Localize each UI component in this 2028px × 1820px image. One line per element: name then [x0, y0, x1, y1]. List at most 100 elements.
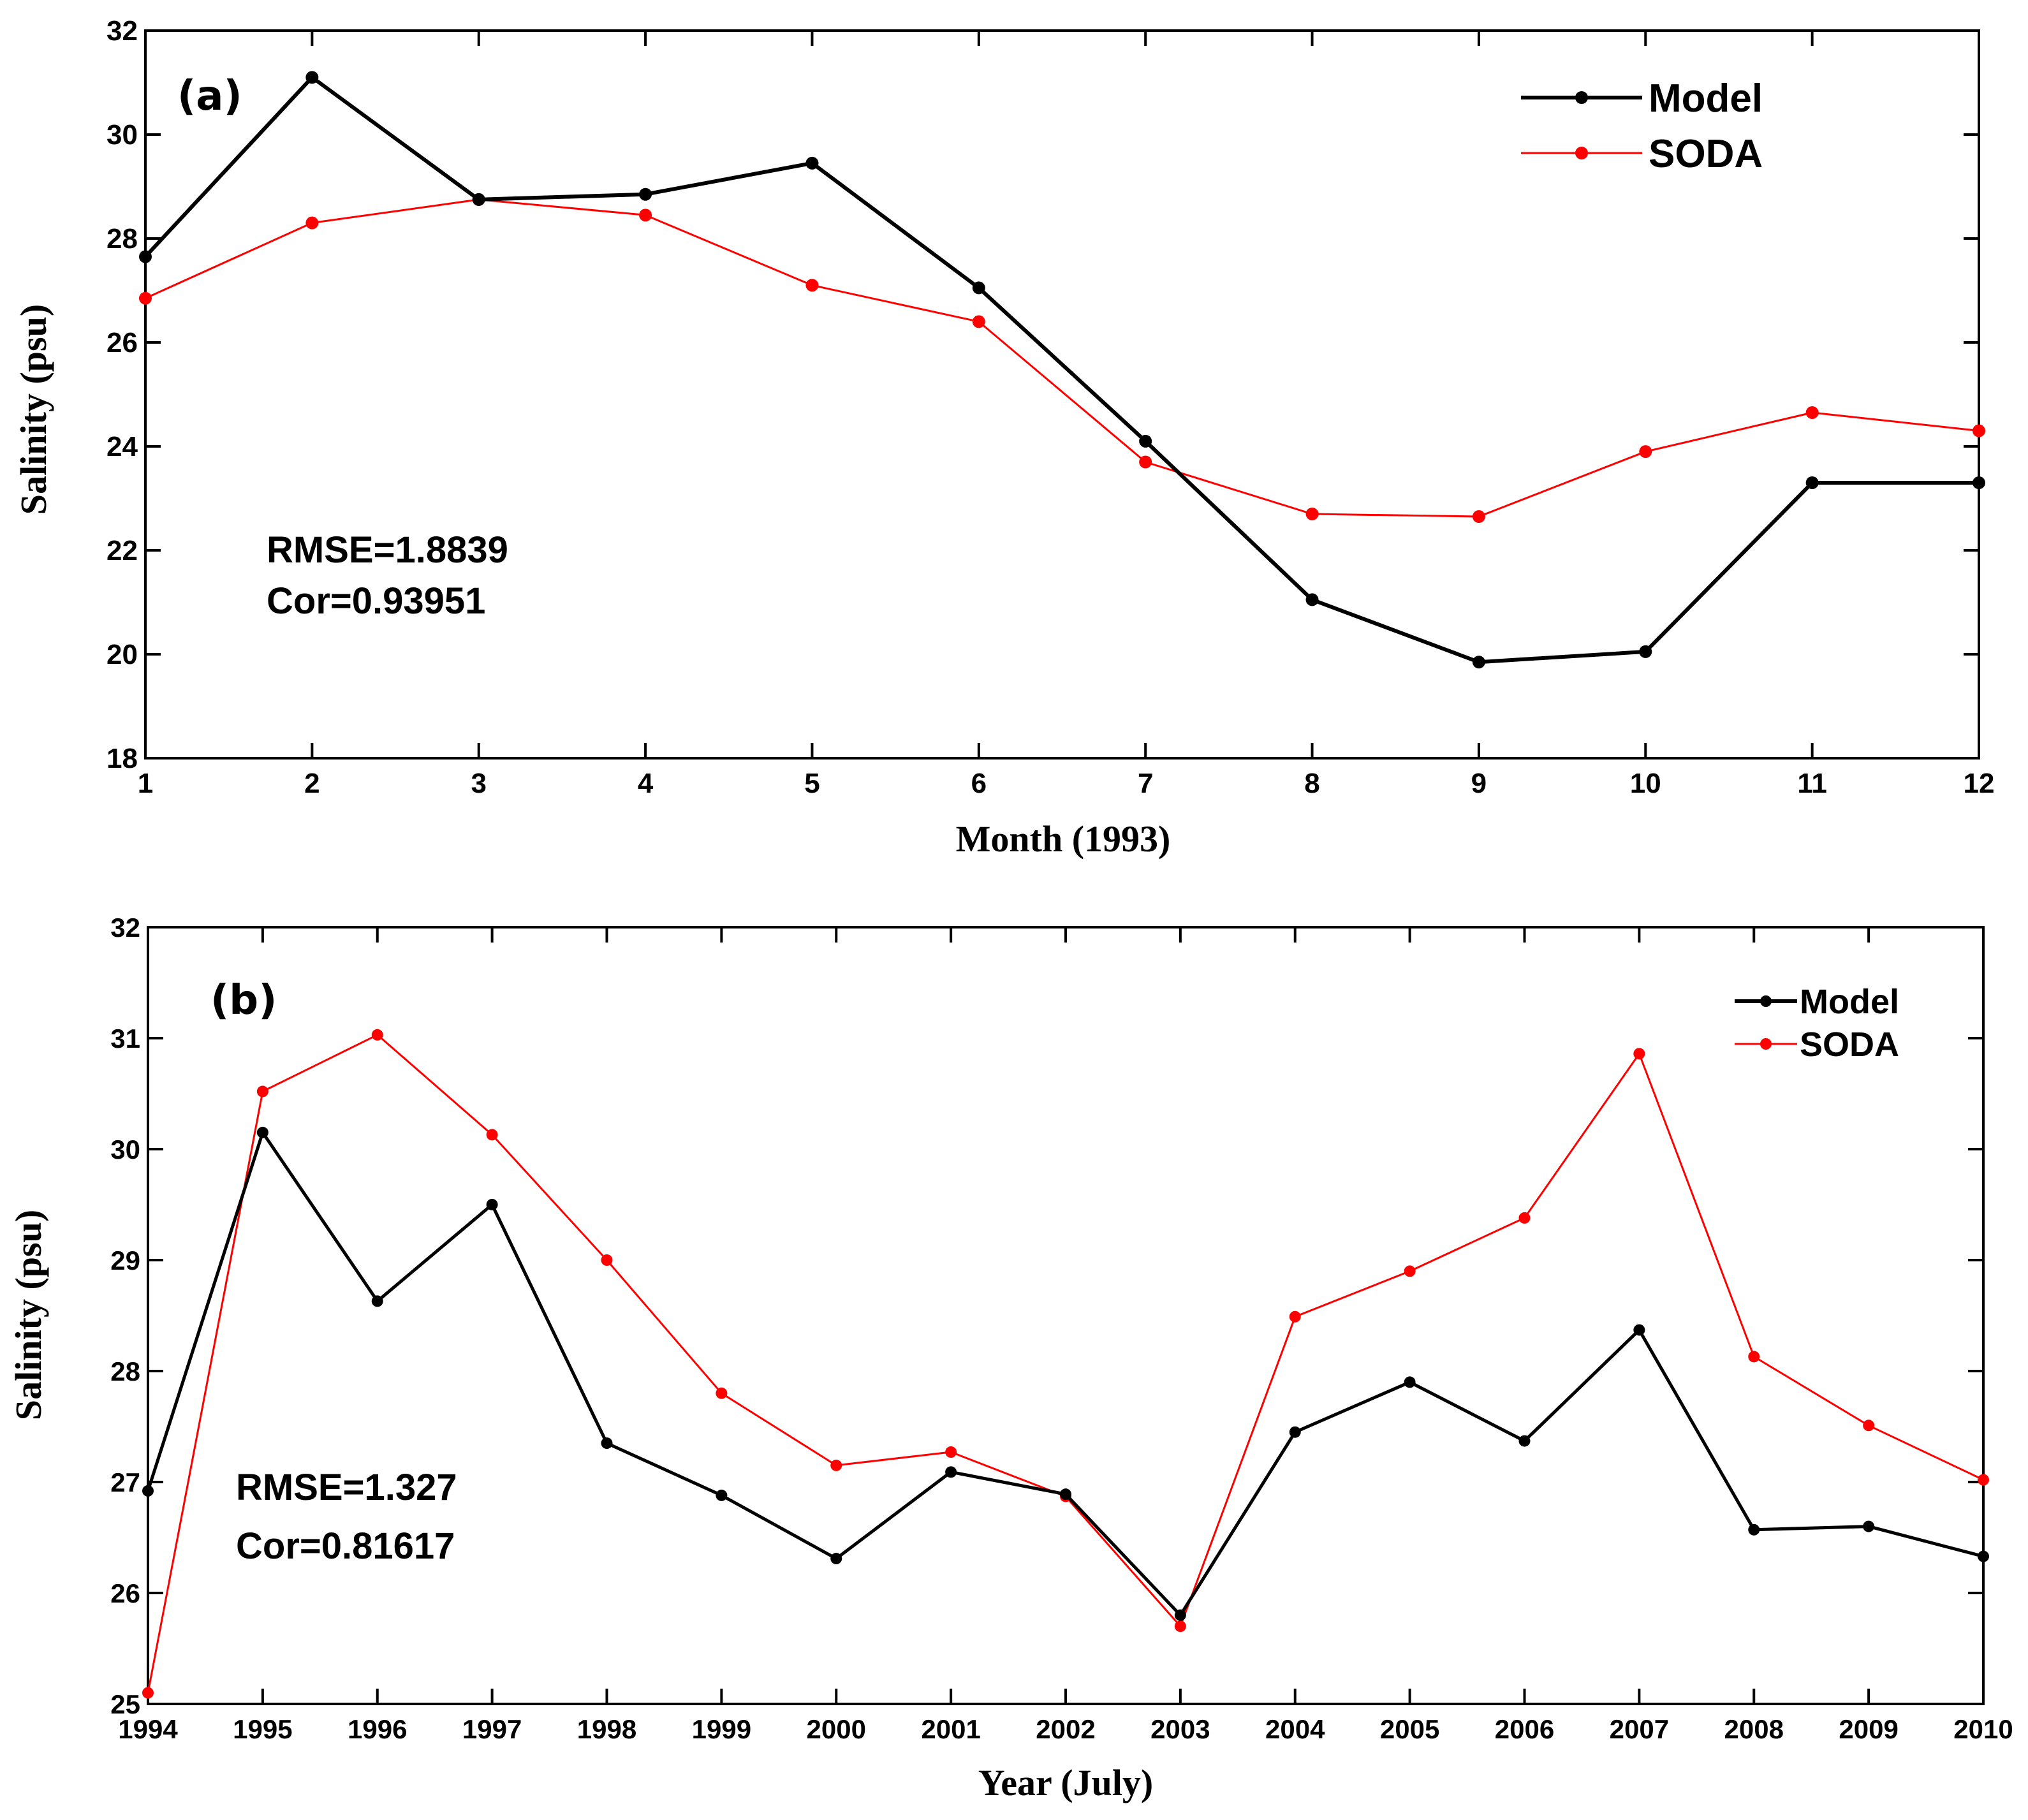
panel-b-y-tick-label: 26 [110, 1578, 140, 1608]
panel-b-series-model-point [256, 1126, 268, 1138]
panel-b-series-model-point [1748, 1523, 1760, 1536]
panel-b-x-tick-label: 2007 [1610, 1714, 1669, 1744]
panel-b-series-model-point [601, 1437, 613, 1449]
panel-b-series-soda-point [1748, 1351, 1760, 1363]
panel-a-series-model-point [1305, 593, 1319, 606]
panel-b-series-model-point [1060, 1488, 1071, 1501]
panel-b-series-model-point [1404, 1376, 1416, 1388]
panel-a-series-soda-line [145, 198, 1980, 518]
panel-a-series-soda-point [1805, 406, 1819, 420]
panel-b-label: (b) [210, 977, 277, 1024]
panel-b-series-model-point [486, 1199, 498, 1210]
panel-b-legend-soda-marker [1760, 1038, 1772, 1050]
panel-b-x-tick-label: 1996 [348, 1714, 407, 1744]
panel-b-y-tick-label: 28 [110, 1356, 140, 1386]
panel-b-legend-model-label: Model [1800, 983, 1899, 1021]
panel-b-series-soda-point [1518, 1212, 1531, 1224]
panel-a-series-soda-point [639, 209, 652, 222]
panel-a-x-axis-title: Month (1993) [956, 818, 1171, 860]
panel-b-series-model-point [1174, 1609, 1186, 1621]
panel-b-series-soda-point [830, 1459, 842, 1471]
panel-b-x-axis-title: Year (July) [978, 1762, 1153, 1803]
panel-b-series-model-point [1863, 1520, 1875, 1532]
panel-a-series-soda-point [1472, 510, 1485, 524]
panel-b-x-tick-label: 2002 [1036, 1714, 1095, 1744]
panel-a-series-soda-point [805, 279, 819, 292]
panel-b-series-soda-point [486, 1129, 498, 1141]
panel-b-x-tick-label: 1998 [577, 1714, 636, 1744]
panel-a-plot-frame [144, 29, 1980, 760]
panel-a-x-tick-label: 3 [471, 768, 486, 799]
panel-a-series-model-point [972, 281, 985, 295]
panel-b-y-axis-title: Salinity (psu) [8, 1210, 49, 1420]
panel-a-legend: Model SODA [1521, 77, 1763, 176]
panel-a-series-model-point [805, 156, 819, 170]
panel-b-x-tick-label: 2006 [1495, 1714, 1554, 1744]
panel-b-x-tick-label: 2005 [1380, 1714, 1439, 1744]
panel-b-series-soda-point [601, 1254, 613, 1266]
panel-b-series-model-point [371, 1295, 383, 1307]
panel-b-x-tick-label: 2010 [1953, 1714, 2013, 1744]
panel-b-x-tick-label: 2004 [1265, 1714, 1325, 1744]
panel-a-series-soda-point [1639, 445, 1652, 459]
panel-a-y-tick-label: 18 [107, 743, 138, 774]
panel-a-rmse-annotation: RMSE=1.8839 [267, 529, 508, 571]
panel-b-series-soda-point [371, 1029, 383, 1041]
panel-b-x-tick-label: 2001 [921, 1714, 980, 1744]
panel-a-series-model-line [143, 75, 1979, 664]
panel-b-series-model-point [142, 1485, 154, 1497]
panel-a-x-tick-label: 9 [1471, 768, 1487, 799]
panel-a-x-tick-label: 1 [138, 768, 153, 799]
panel-b: 25 26 27 28 29 30 31 32 1994 1995 1996 1997 1998 1999… [8, 913, 2013, 1803]
panel-a-x-tick-label: 11 [1797, 768, 1827, 799]
panel-b-series-soda-line [147, 1034, 1984, 1693]
panel-a-series-model-point [305, 71, 319, 84]
panel-a-y-tick-label: 20 [107, 639, 138, 670]
panel-a-x-tick-label: 6 [971, 768, 987, 799]
panel-b-series-model-point [716, 1489, 728, 1501]
panel-a-x-tick-label: 7 [1138, 768, 1153, 799]
panel-a-series-soda-point [1139, 455, 1152, 469]
panel-b-series-model-point [1289, 1426, 1301, 1438]
panel-b-series-model-point [945, 1466, 957, 1478]
panel-b-x-tick-label: 2000 [807, 1714, 866, 1744]
panel-a-series-soda-point [139, 291, 152, 305]
panel-a-x-tick-label: 12 [1964, 768, 1995, 799]
panel-a-series-model-point [1973, 476, 1985, 490]
panel-b-series-soda-point [1404, 1265, 1416, 1277]
panel-b-series-soda-point [716, 1387, 728, 1399]
panel-b-series-soda-point [1633, 1048, 1645, 1060]
panel-a-y-axis-title: Salinity (psu) [13, 304, 54, 515]
panel-a-x-tick-label: 10 [1630, 768, 1661, 799]
panel-a-y-tick-label: 28 [107, 223, 138, 254]
panel-a-series-soda-point [972, 315, 985, 328]
panel-a-series-model-point [1472, 656, 1485, 669]
panel-a-y-tick-label: 32 [107, 15, 138, 47]
panel-b-series-soda-point [1863, 1420, 1875, 1432]
panel-b-series-soda-point [1174, 1620, 1186, 1633]
panel-b-x-tick-label: 1994 [118, 1714, 178, 1744]
panel-a-legend-soda-marker [1575, 147, 1588, 159]
panel-a-x-tick-label: 8 [1304, 768, 1319, 799]
panel-a-legend-model-marker [1575, 91, 1588, 104]
panel-a-series-soda-point [305, 216, 319, 230]
panel-a-legend-soda-label: SODA [1649, 132, 1763, 176]
panel-b-legend-soda-label: SODA [1800, 1025, 1899, 1064]
panel-b-y-tick-label: 29 [110, 1245, 140, 1275]
panel-a-legend-model-label: Model [1649, 77, 1763, 121]
panel-a-series-model-point [639, 187, 652, 201]
panel-b-legend-model-marker [1760, 995, 1772, 1007]
panel-a-y-tick-label: 30 [107, 119, 138, 150]
panel-a-series-model-point [472, 193, 485, 206]
panel-a-series-model-point [1139, 434, 1152, 448]
panel-b-rmse-annotation: RMSE=1.327 [236, 1467, 457, 1508]
panel-b-x-tick-label: 1999 [692, 1714, 751, 1744]
panel-a-x-tick-label: 2 [304, 768, 320, 799]
panel-a-y-tick-label: 22 [107, 535, 138, 566]
panel-b-x-tick-label: 1995 [233, 1714, 292, 1744]
panel-a-y-tick-label: 26 [107, 327, 138, 358]
panel-b-series-soda-point [1289, 1310, 1301, 1323]
panel-a-series-soda-point [1973, 424, 1985, 437]
